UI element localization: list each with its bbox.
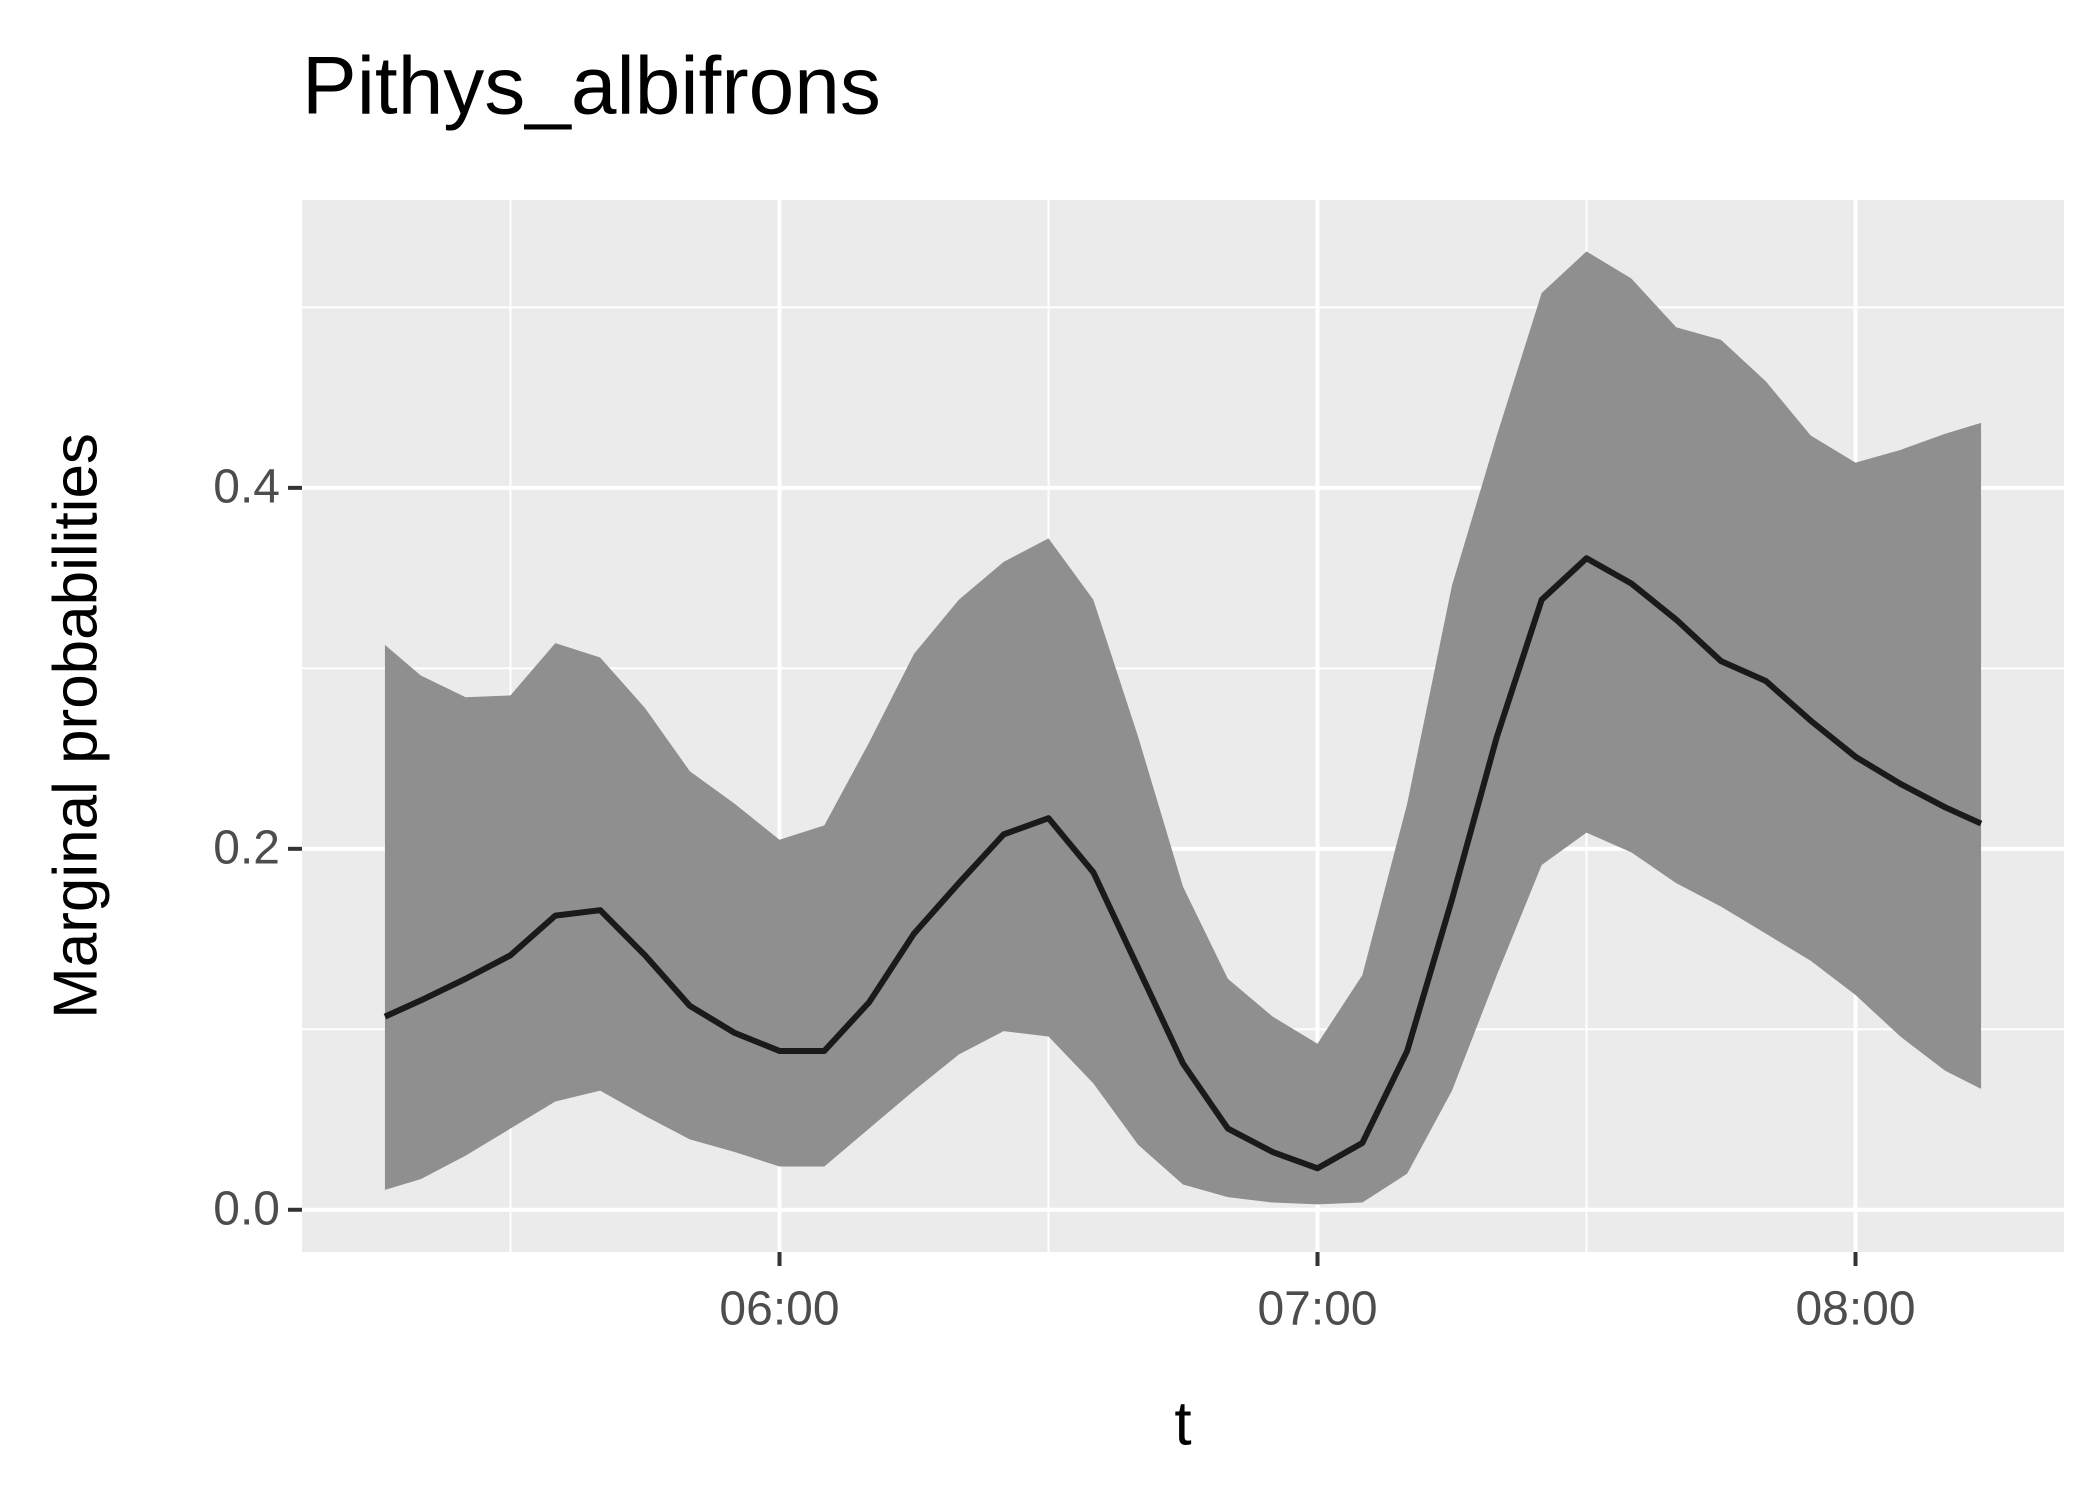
y-tick-label: 0.2 <box>213 821 280 874</box>
confidence-ribbon <box>384 251 1982 1205</box>
chart-title: Pithys_albifrons <box>302 41 881 132</box>
x-tick-label: 08:00 <box>1795 1283 1915 1336</box>
x-tick-label: 07:00 <box>1257 1283 1377 1336</box>
x-axis-title: t <box>1174 1389 1191 1458</box>
y-axis-title: Marginal probabilities <box>41 433 110 1019</box>
y-tick-label: 0.0 <box>213 1182 280 1235</box>
y-tick-label: 0.4 <box>213 461 280 514</box>
x-tick-label: 06:00 <box>719 1283 839 1336</box>
line <box>383 555 1983 1172</box>
